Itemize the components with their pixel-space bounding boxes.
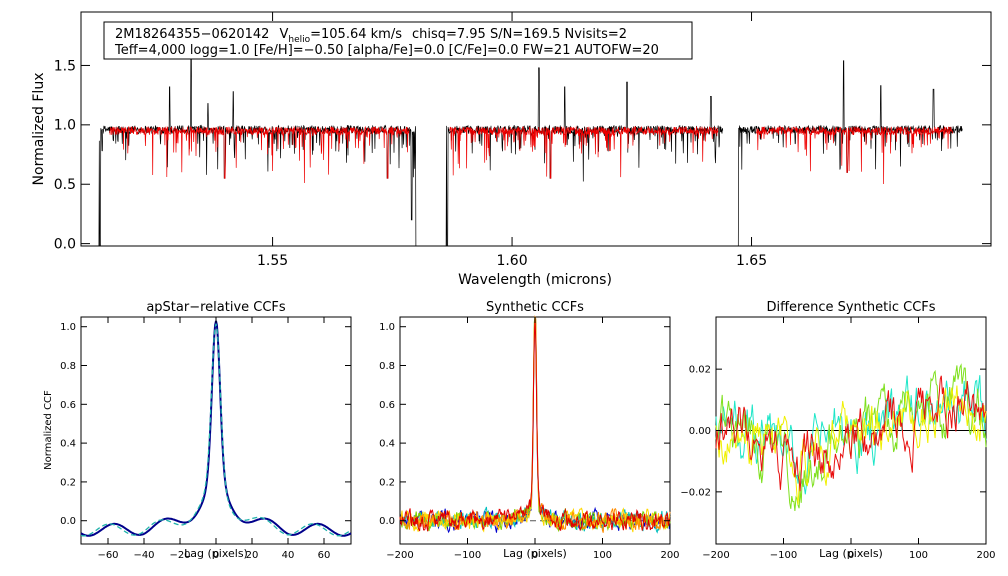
y-tick-label: 0.0 bbox=[60, 516, 76, 527]
y-tick-label: 0.4 bbox=[379, 439, 395, 450]
fit-stats: chisq=7.95 S/N=169.5 Nvisits=2 bbox=[412, 27, 627, 42]
x-tick-label: 100 bbox=[593, 550, 612, 561]
synthetic-ccf-title: Synthetic CCFs bbox=[486, 300, 584, 315]
y-tick-label: 0.4 bbox=[60, 439, 76, 450]
apstar-ccf-x-axis-label: Lag (pixels) bbox=[184, 547, 248, 560]
star-id: 2M18264355−0620142 bbox=[115, 27, 269, 42]
x-tick-label: 0 bbox=[848, 550, 854, 561]
v-value: =105.64 km/s bbox=[310, 27, 402, 42]
difference-ccf-d3 bbox=[715, 385, 987, 505]
synthetic-ccf-s4 bbox=[399, 316, 671, 533]
apstar-ccf-series bbox=[80, 320, 352, 537]
y-tick-label: 1.0 bbox=[54, 118, 76, 134]
difference-ccf-axes: −200 −100 0 100 200 −0.02 0.00 0.02 bbox=[680, 317, 996, 561]
x-tick-label: −200 bbox=[386, 550, 413, 561]
ccf-series-visit-1 bbox=[80, 320, 352, 537]
synthetic-ccf-s5 bbox=[399, 315, 671, 533]
y-tick-label: 0.8 bbox=[60, 361, 76, 372]
x-tick-label: 1.55 bbox=[257, 253, 288, 269]
synthetic-ccf-s3 bbox=[399, 316, 671, 533]
annotation-frame bbox=[103, 21, 693, 60]
apstar-ccf-panel: −60 −40 −20 0 20 40 60 0.0 0.2 0.4 0.6 0.8 1.0 apSta… bbox=[43, 300, 352, 561]
model-spectrum-segment bbox=[755, 125, 954, 185]
x-tick-label: −60 bbox=[97, 550, 118, 561]
y-tick-label: 0.0 bbox=[379, 516, 395, 527]
spectrum-y-axis-label: Normalized Flux bbox=[31, 73, 47, 186]
x-tick-label: 1.65 bbox=[736, 253, 767, 269]
synthetic-ccf-series bbox=[399, 315, 671, 534]
spectrum-x-axis-label: Wavelength (microns) bbox=[458, 272, 612, 288]
x-tick-label: 20 bbox=[246, 550, 259, 561]
observed-spectrum-segment bbox=[737, 60, 963, 247]
y-tick-label: 0.6 bbox=[60, 400, 76, 411]
annotation-line-1: 2M18264355−0620142 Vhelio=105.64 km/s chis… bbox=[115, 27, 627, 45]
x-tick-label: 200 bbox=[660, 550, 679, 561]
synthetic-ccf-panel: −200 −100 0 100 200 0.0 0.2 0.4 0.6 0.8 1.0 Synthe… bbox=[379, 300, 679, 561]
synthetic-ccf-s1 bbox=[399, 316, 671, 534]
x-tick-label: −200 bbox=[702, 550, 729, 561]
y-tick-label: 0.2 bbox=[379, 477, 395, 488]
x-tick-label: 0 bbox=[213, 550, 219, 561]
y-tick-label: 1.0 bbox=[379, 322, 395, 333]
annotation-line-2: Teff=4,000 logg=1.0 [Fe/H]=−0.50 [alpha/… bbox=[114, 43, 659, 58]
spectrum-series bbox=[97, 41, 963, 247]
model-spectrum-segment bbox=[109, 125, 410, 184]
difference-ccf-d4 bbox=[715, 375, 987, 492]
difference-ccf-x-axis-label: Lag (pixels) bbox=[819, 547, 883, 560]
synthetic-ccf-plot-frame bbox=[399, 316, 671, 545]
y-tick-label: −0.02 bbox=[680, 487, 711, 498]
v-subscript: helio bbox=[288, 35, 310, 45]
model-spectrum-segment bbox=[449, 125, 719, 179]
difference-ccf-series bbox=[715, 363, 987, 511]
spectrum-annotation-box: 2M18264355−0620142 Vhelio=105.64 km/s chis… bbox=[103, 21, 693, 60]
x-tick-label: 0 bbox=[532, 550, 538, 561]
synthetic-ccf-axes: −200 −100 0 100 200 0.0 0.2 0.4 0.6 0.8 1.0 bbox=[379, 317, 680, 561]
x-tick-label: −100 bbox=[454, 550, 481, 561]
y-tick-label: 0.8 bbox=[379, 361, 395, 372]
y-tick-label: 0.6 bbox=[379, 400, 395, 411]
ccf-series-visit-2 bbox=[80, 323, 352, 537]
x-tick-label: −20 bbox=[169, 550, 190, 561]
synthetic-ccf-s2 bbox=[399, 316, 671, 534]
synthetic-ccf-x-axis-label: Lag (pixels) bbox=[503, 547, 567, 560]
y-tick-label: 1.5 bbox=[54, 58, 76, 74]
v-symbol: V bbox=[279, 27, 288, 42]
apstar-ccf-plot-frame bbox=[80, 316, 352, 545]
y-tick-label: 0.00 bbox=[689, 426, 711, 437]
x-tick-label: −100 bbox=[770, 550, 797, 561]
x-tick-label: 200 bbox=[976, 550, 995, 561]
spectrum-plot-frame bbox=[80, 11, 992, 247]
apstar-ccf-title: apStar−relative CCFs bbox=[146, 300, 286, 315]
spectrum-axes: 1.55 1.60 1.65 0.0 0.5 1.0 1.5 bbox=[54, 12, 991, 269]
spectrum-panel: 1.55 1.60 1.65 0.0 0.5 1.0 1.5 Wavelength (mic… bbox=[31, 11, 992, 288]
y-tick-label: 0.02 bbox=[689, 365, 711, 376]
y-tick-label: 0.0 bbox=[54, 237, 76, 253]
x-tick-label: 100 bbox=[909, 550, 928, 561]
synthetic-ccf-s6 bbox=[399, 316, 671, 532]
x-tick-label: 1.60 bbox=[496, 253, 527, 269]
x-tick-label: 60 bbox=[318, 550, 331, 561]
y-tick-label: 0.5 bbox=[54, 177, 76, 193]
y-tick-label: 1.0 bbox=[60, 322, 76, 333]
apstar-ccf-y-axis-label: Normalized CCF bbox=[43, 390, 54, 470]
y-tick-label: 0.2 bbox=[60, 477, 76, 488]
difference-ccf-title: Difference Synthetic CCFs bbox=[766, 300, 935, 315]
difference-ccf-panel: −200 −100 0 100 200 −0.02 0.00 0.02 Difference … bbox=[680, 300, 995, 561]
x-tick-label: −40 bbox=[133, 550, 154, 561]
apstar-ccf-axes: −60 −40 −20 0 20 40 60 0.0 0.2 0.4 0.6 0.8 1.0 bbox=[60, 317, 351, 561]
x-tick-label: 40 bbox=[282, 550, 295, 561]
